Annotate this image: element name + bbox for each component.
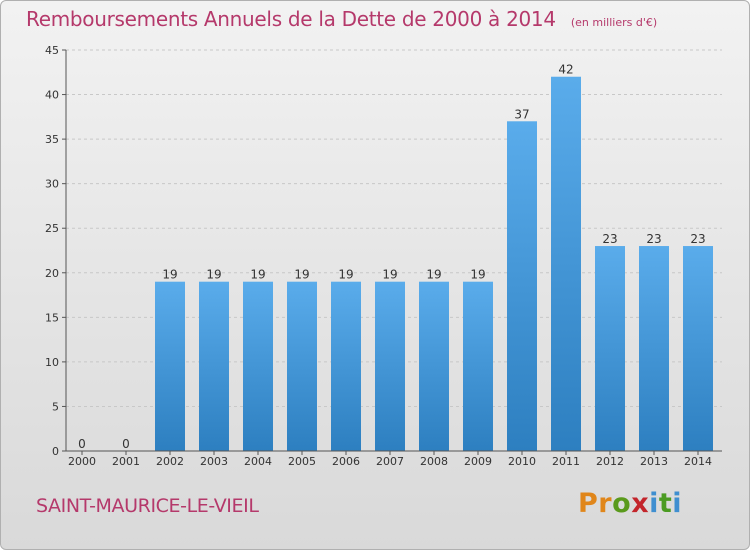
data-label: 23 — [690, 232, 705, 246]
logo-letter: i — [672, 488, 683, 519]
bar — [419, 281, 449, 451]
data-label: 19 — [294, 268, 309, 282]
y-tick-label: 15 — [45, 311, 59, 324]
data-label: 0 — [122, 437, 130, 451]
bar — [331, 281, 361, 451]
chart-title-text: Remboursements Annuels de la Dette de 20… — [26, 7, 556, 31]
bar — [683, 246, 713, 451]
bar — [375, 281, 405, 451]
x-tick-label: 2012 — [596, 455, 624, 468]
data-label: 19 — [206, 268, 221, 282]
x-tick-label: 2004 — [244, 455, 272, 468]
logo-letter: t — [658, 488, 673, 519]
x-tick-label: 2007 — [376, 455, 404, 468]
x-tick-label: 2001 — [112, 455, 140, 468]
x-tick-label: 2009 — [464, 455, 492, 468]
logo-letter: i — [649, 488, 659, 519]
y-tick-label: 10 — [45, 356, 59, 369]
y-tick-label: 5 — [52, 400, 59, 413]
bar — [595, 246, 625, 451]
x-tick-label: 2005 — [288, 455, 316, 468]
x-tick-label: 2002 — [156, 455, 184, 468]
bar — [639, 246, 669, 451]
data-label: 19 — [470, 268, 485, 282]
data-label: 19 — [426, 268, 441, 282]
x-tick-label: 2000 — [68, 455, 96, 468]
x-tick-label: 2003 — [200, 455, 228, 468]
data-label: 42 — [558, 63, 573, 77]
logo-letter: r — [598, 488, 613, 519]
chart-unit-text: (en milliers d'€) — [570, 16, 658, 29]
x-tick-label: 2014 — [684, 455, 712, 468]
commune-name: SAINT-MAURICE-LE-VIEIL — [36, 495, 259, 517]
y-tick-label: 40 — [45, 89, 59, 102]
bar — [155, 281, 185, 451]
data-label: 23 — [602, 232, 617, 246]
data-label: 23 — [646, 232, 661, 246]
data-label: 19 — [382, 268, 397, 282]
bar — [287, 281, 317, 451]
data-label: 19 — [162, 268, 177, 282]
labels: 0 5 10 15 20 25 30 35 40 45 2000 0 2001 0 2002 19 2003 19… — [45, 44, 712, 468]
y-tick-label: 20 — [45, 267, 59, 280]
y-tick-label: 25 — [45, 222, 59, 235]
y-tick-label: 35 — [45, 133, 59, 146]
x-tick-label: 2013 — [640, 455, 668, 468]
chart-title: Remboursements Annuels de la Dette de 20… — [26, 7, 657, 31]
x-tick-label: 2008 — [420, 455, 448, 468]
y-tick-label: 0 — [52, 445, 59, 458]
y-tick-label: 45 — [45, 44, 59, 57]
logo-letter: P — [578, 488, 599, 519]
proxiti-logo: Proxiti — [578, 488, 682, 519]
bar — [507, 121, 537, 452]
bar — [463, 281, 493, 451]
bar — [551, 76, 581, 451]
bar — [199, 281, 229, 451]
y-tick-label: 30 — [45, 178, 59, 191]
data-label: 19 — [250, 268, 265, 282]
axes — [62, 49, 722, 455]
logo-letter: o — [612, 488, 632, 519]
logo-letter: x — [631, 488, 650, 519]
x-tick-label: 2011 — [552, 455, 580, 468]
x-tick-label: 2010 — [508, 455, 536, 468]
x-tick-label: 2006 — [332, 455, 360, 468]
data-label: 19 — [338, 268, 353, 282]
data-label: 0 — [78, 437, 86, 451]
bar — [243, 281, 273, 451]
bars — [155, 76, 713, 452]
data-label: 37 — [514, 107, 529, 121]
